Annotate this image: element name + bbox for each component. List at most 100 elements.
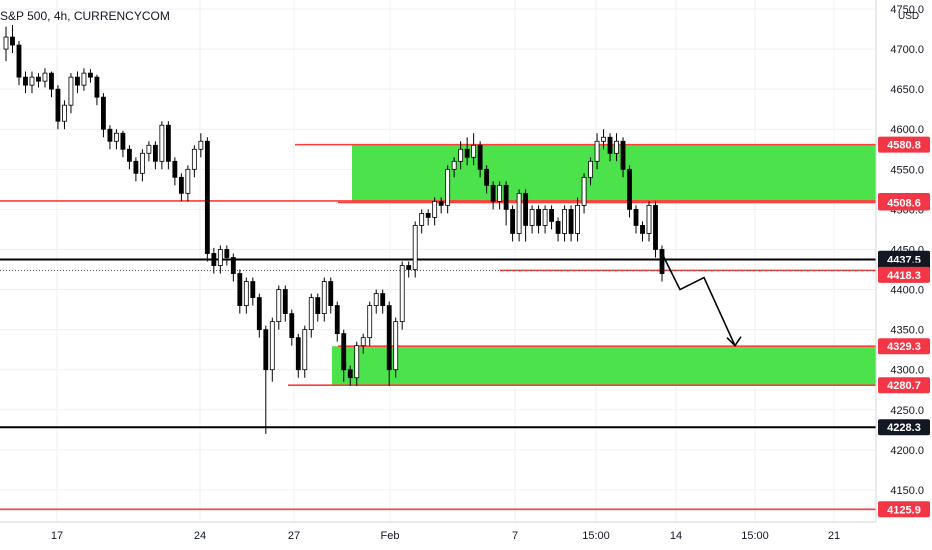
candle-body bbox=[178, 176, 184, 194]
candle-body bbox=[315, 297, 321, 315]
price-badge-label: 4125.9 bbox=[887, 504, 921, 516]
candle-body bbox=[347, 369, 353, 379]
candle-body bbox=[614, 140, 619, 154]
candle-body bbox=[529, 208, 535, 226]
candle-body bbox=[62, 104, 67, 122]
candle-body bbox=[126, 148, 132, 162]
candle-body bbox=[217, 249, 223, 266]
candle-body bbox=[230, 257, 236, 274]
candle-body bbox=[445, 168, 451, 206]
price-tick-label: 4600.0 bbox=[890, 124, 924, 136]
candle-body bbox=[29, 76, 35, 86]
candle-body bbox=[386, 305, 392, 371]
candle-body bbox=[204, 140, 210, 254]
candle-body bbox=[451, 160, 457, 170]
candle-body bbox=[627, 168, 632, 210]
candle-body bbox=[562, 208, 567, 234]
candle-body bbox=[81, 72, 87, 86]
candle-body bbox=[165, 124, 171, 162]
candle-body bbox=[393, 321, 399, 371]
horizontal-levels[interactable] bbox=[0, 143, 876, 511]
candle-body bbox=[198, 140, 204, 150]
candle-body bbox=[114, 132, 119, 142]
price-badge-label: 4280.7 bbox=[887, 380, 921, 392]
currency-label: USD bbox=[898, 11, 920, 22]
candle-body bbox=[36, 76, 41, 82]
price-tick-label: 4150.0 bbox=[890, 485, 924, 497]
time-tick-label: 21 bbox=[828, 530, 840, 542]
candle-body bbox=[503, 184, 509, 210]
candle-body bbox=[139, 152, 145, 174]
price-tick-label: 4400.0 bbox=[890, 285, 924, 297]
candle-body bbox=[406, 265, 412, 270]
candle-body bbox=[523, 192, 529, 226]
candle-body bbox=[575, 204, 580, 234]
candle-body bbox=[295, 337, 301, 371]
candle-body bbox=[425, 213, 431, 218]
price-badge bbox=[878, 377, 930, 394]
candle-body bbox=[321, 281, 327, 315]
time-tick-label: 17 bbox=[51, 530, 63, 542]
candle-body bbox=[607, 136, 613, 154]
candle-body bbox=[10, 36, 15, 46]
candle-body bbox=[237, 273, 243, 306]
candle-body bbox=[3, 36, 9, 50]
candle-body bbox=[458, 148, 464, 162]
candle-body bbox=[55, 88, 61, 122]
candle-body bbox=[536, 208, 542, 226]
candle-body bbox=[354, 345, 360, 379]
demand-supply-zones[interactable] bbox=[332, 144, 876, 386]
candle-body bbox=[49, 72, 54, 90]
candle-body bbox=[224, 249, 230, 258]
candle-body bbox=[373, 293, 379, 306]
price-badge-label: 4418.3 bbox=[887, 270, 921, 282]
price-tick-label: 4550.0 bbox=[890, 164, 924, 176]
price-tick-label: 4650.0 bbox=[890, 84, 924, 96]
time-axis-bg bbox=[0, 522, 876, 550]
candle-body bbox=[23, 76, 28, 86]
candle-body bbox=[16, 44, 22, 78]
candle-body bbox=[263, 329, 269, 371]
candle-body bbox=[640, 225, 645, 234]
price-badge-label: 4228.3 bbox=[887, 422, 921, 434]
candle-body bbox=[477, 144, 483, 170]
candle-body bbox=[146, 144, 152, 154]
candle-body bbox=[289, 313, 295, 339]
time-tick-label: 15:00 bbox=[582, 530, 610, 542]
candle-body bbox=[250, 281, 256, 298]
candle-body bbox=[497, 184, 503, 202]
candle-body bbox=[588, 160, 593, 178]
candle-body bbox=[308, 297, 314, 331]
candle-body bbox=[646, 204, 652, 234]
price-badge-label: 4329.3 bbox=[887, 341, 921, 353]
price-tick-label: 4750.0 bbox=[890, 4, 924, 16]
time-axis[interactable]: 17 24 27 Feb 7 15:00 14 15:00 21 bbox=[0, 521, 876, 550]
price-tick-label: 4200.0 bbox=[890, 445, 924, 457]
time-tick-label: 15:00 bbox=[741, 530, 769, 542]
price-tick-label: 4300.0 bbox=[890, 365, 924, 377]
candle-body bbox=[653, 204, 658, 250]
candle-body bbox=[334, 305, 340, 335]
time-tick-label: Feb bbox=[381, 530, 400, 542]
candle-body bbox=[464, 148, 470, 158]
price-badge bbox=[878, 419, 930, 436]
candle-body bbox=[581, 176, 587, 206]
candle-body bbox=[633, 208, 639, 226]
price-badge-label: 4508.6 bbox=[887, 198, 921, 210]
candle-body bbox=[211, 253, 217, 266]
price-tick-label: 4450.0 bbox=[890, 244, 924, 256]
candle-body bbox=[510, 208, 516, 234]
candle-body bbox=[659, 249, 665, 274]
zone-rect bbox=[352, 144, 876, 203]
candle-body bbox=[380, 293, 386, 306]
time-tick-label: 27 bbox=[288, 530, 300, 542]
projection-path[interactable] bbox=[659, 249, 742, 347]
candle-body bbox=[549, 208, 554, 222]
candle-body bbox=[152, 144, 158, 162]
candle-body bbox=[542, 208, 548, 226]
candle-body bbox=[269, 321, 275, 371]
zone-rect bbox=[332, 346, 876, 386]
time-tick-label: 24 bbox=[194, 530, 206, 542]
projection-line bbox=[659, 249, 736, 347]
